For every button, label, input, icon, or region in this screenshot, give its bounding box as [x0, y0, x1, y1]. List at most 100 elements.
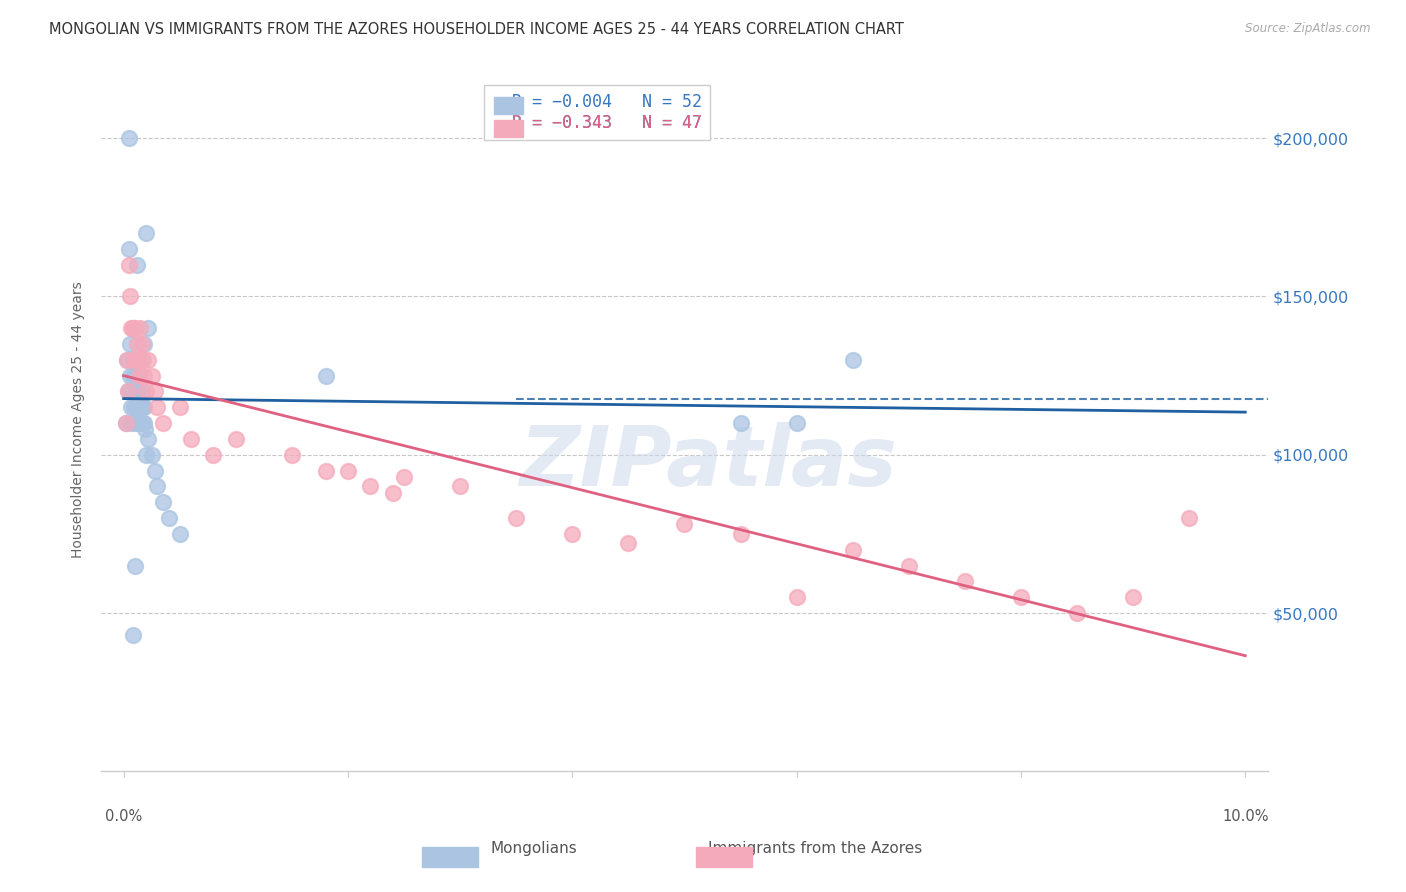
Point [169, 401, 191, 415]
Point [115, 416, 138, 430]
Point [381, 485, 404, 500]
Point [121, 416, 143, 430]
Point [132, 416, 155, 430]
Point [132, 416, 155, 430]
Point [124, 368, 146, 383]
Point [1178, 511, 1201, 525]
Point [131, 401, 153, 415]
Point [122, 384, 145, 399]
Point [118, 131, 141, 145]
Point [118, 258, 141, 272]
Point [841, 542, 863, 557]
Point [122, 401, 145, 415]
Point [132, 401, 155, 415]
Text: ZIPatlas: ZIPatlas [519, 422, 897, 502]
Point [135, 448, 157, 462]
Point [841, 352, 863, 367]
Point [117, 384, 139, 399]
Point [128, 416, 150, 430]
Text: Immigrants from the Azores: Immigrants from the Azores [709, 841, 922, 856]
Point [281, 448, 304, 462]
Point [129, 352, 152, 367]
Point [121, 401, 143, 415]
Point [135, 226, 157, 240]
Point [786, 416, 808, 430]
Point [122, 352, 145, 367]
Point [143, 464, 166, 478]
Point [132, 401, 155, 415]
Point [136, 432, 159, 446]
Point [146, 479, 169, 493]
Point [131, 337, 153, 351]
Point [152, 495, 174, 509]
Point [127, 384, 149, 399]
Point [730, 527, 752, 541]
Point [136, 321, 159, 335]
Point [121, 321, 143, 335]
Point [225, 432, 247, 446]
Point [121, 321, 143, 335]
Point [118, 242, 141, 256]
Point [505, 511, 527, 525]
Point [128, 368, 150, 383]
Point [169, 527, 191, 541]
Point [730, 416, 752, 430]
Point [129, 321, 152, 335]
Point [202, 448, 225, 462]
Point [157, 511, 180, 525]
Point [127, 368, 149, 383]
Text: MONGOLIAN VS IMMIGRANTS FROM THE AZORES HOUSEHOLDER INCOME AGES 25 - 44 YEARS CO: MONGOLIAN VS IMMIGRANTS FROM THE AZORES … [49, 22, 904, 37]
Point [127, 352, 149, 367]
Text: R = −0.004   N = 52
  R = −0.343   N = 47: R = −0.004 N = 52 R = −0.343 N = 47 [492, 93, 702, 132]
Point [141, 448, 163, 462]
Point [124, 416, 146, 430]
Point [786, 591, 808, 605]
Text: Source: ZipAtlas.com: Source: ZipAtlas.com [1246, 22, 1371, 36]
Point [449, 479, 471, 493]
Point [124, 352, 146, 367]
Point [1010, 591, 1032, 605]
Point [129, 368, 152, 383]
Point [120, 337, 142, 351]
Point [117, 384, 139, 399]
Point [121, 368, 143, 383]
Point [315, 368, 337, 383]
Point [1122, 591, 1144, 605]
Point [617, 536, 640, 550]
Point [152, 416, 174, 430]
Point [135, 384, 157, 399]
Point [359, 479, 381, 493]
Point [953, 574, 976, 589]
Point [124, 558, 146, 573]
Point [132, 368, 155, 383]
Point [124, 321, 146, 335]
Point [124, 384, 146, 399]
Point [124, 401, 146, 415]
Point [180, 432, 202, 446]
Point [141, 368, 163, 383]
Point [897, 558, 920, 573]
Point [115, 416, 138, 430]
Point [120, 384, 142, 399]
Point [127, 352, 149, 367]
Point [127, 337, 149, 351]
Point [131, 384, 153, 399]
Point [121, 628, 143, 642]
Point [127, 401, 149, 415]
Point [120, 368, 142, 383]
Point [132, 352, 155, 367]
FancyBboxPatch shape [495, 120, 523, 137]
Text: R = −0.343   N = 47: R = −0.343 N = 47 [492, 93, 702, 132]
Point [673, 517, 696, 532]
Point [561, 527, 583, 541]
Point [146, 401, 169, 415]
Point [1066, 606, 1088, 620]
Point [129, 401, 152, 415]
Point [143, 384, 166, 399]
Text: Mongolians: Mongolians [491, 841, 578, 856]
Y-axis label: Householder Income Ages 25 - 44 years: Householder Income Ages 25 - 44 years [72, 282, 86, 558]
Point [132, 337, 155, 351]
FancyBboxPatch shape [495, 96, 523, 114]
Point [121, 352, 143, 367]
Point [136, 352, 159, 367]
